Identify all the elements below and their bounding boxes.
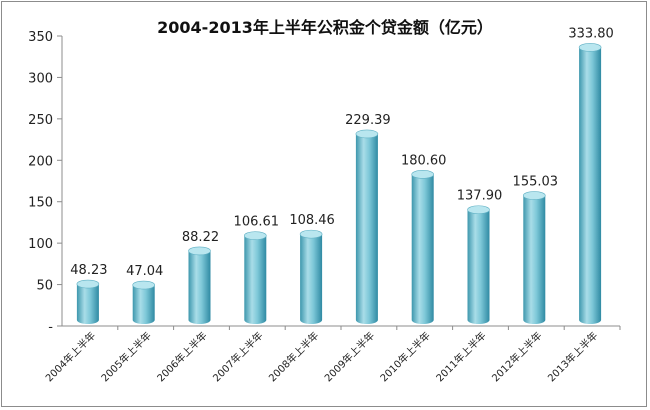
data-label: 88.22 xyxy=(182,230,219,245)
data-label: 229.39 xyxy=(345,113,391,128)
x-tick-label: 2010年上半年 xyxy=(377,329,432,384)
x-tick-label: 2007年上半年 xyxy=(210,329,265,384)
data-label: 137.90 xyxy=(457,189,503,204)
bar-top xyxy=(578,43,602,52)
x-tick-label: 2008年上半年 xyxy=(266,329,321,384)
bar-6: 180.60 xyxy=(401,153,447,324)
data-label: 108.46 xyxy=(289,213,335,228)
y-tick-label: 50 xyxy=(36,279,53,294)
bar-5: 229.39 xyxy=(345,113,391,324)
bar-0: 48.23 xyxy=(70,263,108,324)
bar-top xyxy=(467,205,490,215)
x-tick-label: 2004年上半年 xyxy=(43,329,98,384)
data-label: 333.80 xyxy=(568,26,614,41)
y-tick-label: - xyxy=(48,320,53,335)
bar-7: 137.90 xyxy=(457,189,503,324)
bar-1: 47.04 xyxy=(126,264,163,324)
y-tick-label: 250 xyxy=(28,113,53,128)
y-tick-label: 300 xyxy=(28,71,53,86)
bar-body xyxy=(188,250,211,324)
data-label: 106.61 xyxy=(234,215,280,230)
bar-body xyxy=(523,195,546,324)
bar-top xyxy=(411,170,435,179)
data-label: 155.03 xyxy=(513,175,559,190)
bar-body xyxy=(76,284,99,324)
bar-top xyxy=(132,280,155,290)
bar-top xyxy=(355,129,379,139)
data-label: 48.23 xyxy=(70,263,107,278)
bar-body xyxy=(467,209,490,324)
data-label: 180.60 xyxy=(401,153,447,168)
x-tick-label: 2005年上半年 xyxy=(98,329,153,384)
bar-4: 108.46 xyxy=(289,213,335,324)
bar-3: 106.61 xyxy=(234,215,280,324)
bar-8: 155.03 xyxy=(513,175,559,324)
bars: 48.23 47.04 88.22 106.61 108.46 229.39 180.60 1… xyxy=(70,26,614,325)
y-tick-label: 200 xyxy=(28,154,53,169)
y-tick-label: 350 xyxy=(28,30,53,45)
bar-top xyxy=(522,191,546,200)
x-tick-label: 2011年上半年 xyxy=(433,329,488,384)
bar-body xyxy=(355,133,378,324)
bar-top xyxy=(188,246,211,256)
bar-top xyxy=(76,279,100,289)
bar-top xyxy=(244,231,267,240)
x-tick-label: 2006年上半年 xyxy=(154,329,209,384)
bar-2: 88.22 xyxy=(182,230,219,324)
bar-body xyxy=(579,47,602,325)
bar-body xyxy=(411,174,434,324)
x-tick-label: 2009年上半年 xyxy=(322,329,377,384)
chart-title: 2004-2013年上半年公积金个贷金额（亿元） xyxy=(157,18,493,37)
bar-body xyxy=(132,285,155,324)
x-tick-label: 2013年上半年 xyxy=(545,329,600,384)
x-tick-label: 2012年上半年 xyxy=(489,329,544,384)
bar-body xyxy=(300,234,323,324)
bar-body xyxy=(244,235,267,324)
bar-top xyxy=(299,229,323,239)
y-tick-label: 100 xyxy=(28,237,53,252)
data-label: 47.04 xyxy=(126,264,163,279)
bar-9: 333.80 xyxy=(568,26,614,325)
y-tick-label: 150 xyxy=(28,196,53,211)
